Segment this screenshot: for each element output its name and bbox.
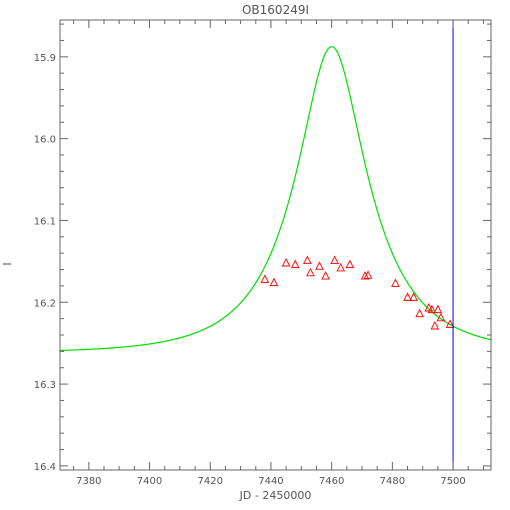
y-tick-label: 16.3 xyxy=(34,380,56,391)
data-point xyxy=(391,278,400,287)
x-tick-label: 7460 xyxy=(319,476,344,487)
data-point xyxy=(315,261,324,270)
data-point xyxy=(409,292,418,301)
x-tick-label: 7440 xyxy=(258,476,283,487)
data-point xyxy=(433,304,443,314)
data-point xyxy=(415,308,425,318)
x-tick-label: 7380 xyxy=(76,476,101,487)
plot-frame xyxy=(59,19,492,471)
data-point xyxy=(321,271,330,280)
data-point xyxy=(436,312,446,322)
axes: 7380 7400 7420 7440 7460 7480 7500 15.9 16.0 16.1… xyxy=(34,19,492,487)
data-point xyxy=(336,262,346,272)
data-point xyxy=(345,259,355,269)
y-tick-label: 16.1 xyxy=(34,216,56,227)
data-point xyxy=(281,258,291,267)
data-point xyxy=(403,292,412,301)
data-point xyxy=(330,255,340,264)
y-tick-label: 16.2 xyxy=(34,298,56,309)
x-tick-label: 7500 xyxy=(440,476,465,487)
data-point xyxy=(290,259,300,269)
y-axis-label: I xyxy=(1,262,14,265)
data-point xyxy=(363,270,373,279)
data-point xyxy=(430,321,440,330)
x-tick-label: 7480 xyxy=(380,476,405,487)
chart-title: OB160249I xyxy=(242,3,309,17)
data-point xyxy=(445,319,455,328)
y-tick-label: 16.4 xyxy=(34,462,56,473)
x-axis-label: JD - 2450000 xyxy=(239,489,312,502)
data-point xyxy=(303,255,312,264)
model-curve xyxy=(59,45,492,352)
y-tick-label: 15.9 xyxy=(34,53,56,64)
data-point xyxy=(427,304,437,314)
data-point xyxy=(306,267,315,277)
data-point xyxy=(360,271,370,280)
plot-area xyxy=(59,20,492,470)
data-point xyxy=(269,277,279,287)
x-tick-label: 7400 xyxy=(137,476,162,487)
data-point xyxy=(260,274,270,283)
y-tick-label: 16.0 xyxy=(34,135,56,146)
x-tick-label: 7420 xyxy=(198,476,223,487)
